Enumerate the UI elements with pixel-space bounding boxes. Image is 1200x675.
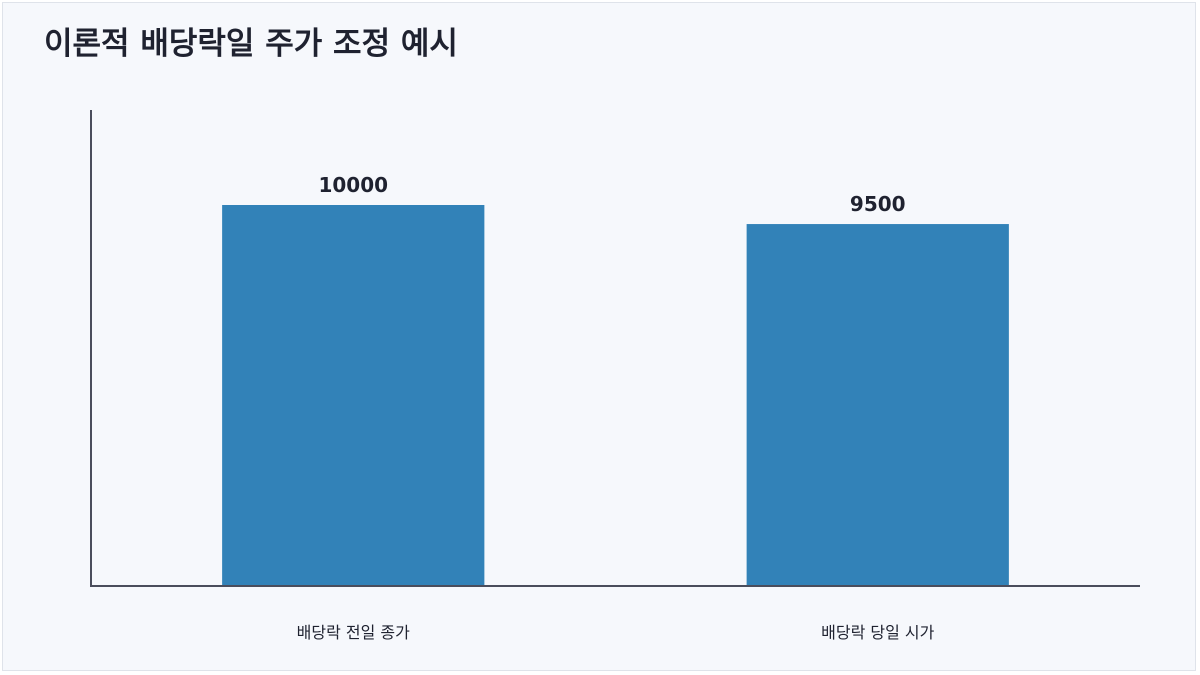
x-tick-label-2: 배당락 당일 시가 [821,623,934,642]
value-labels-layer: 10000 9500 [318,173,905,216]
category-labels-layer: 배당락 전일 종가 배당락 당일 시가 [297,623,935,642]
bar-value-label-2: 9500 [850,192,906,216]
bar-2 [746,224,1009,587]
bar-value-label-1: 10000 [318,173,388,197]
x-tick-label-1: 배당락 전일 종가 [297,623,410,642]
chart-title: 이론적 배당락일 주가 조정 예시 [44,26,458,62]
bars-layer [222,205,1009,587]
bar-1 [222,205,485,586]
